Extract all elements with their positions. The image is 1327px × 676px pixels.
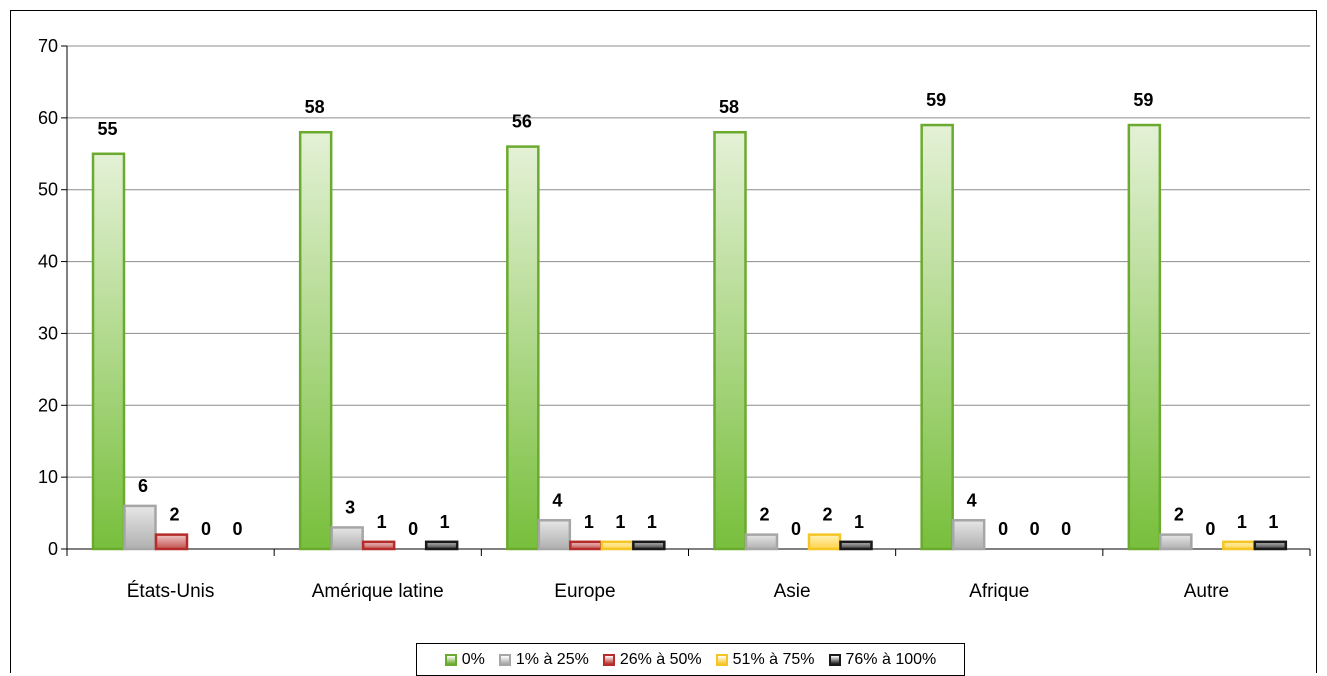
data-label: 2 [759,505,769,525]
bar [1159,533,1193,551]
data-label: 0 [998,519,1008,539]
y-tick-label: 60 [38,108,58,128]
bar [807,533,842,551]
data-label: 0 [1205,519,1215,539]
x-tick-label: États-Unis [127,581,215,602]
legend-label: 1% à 25% [515,650,589,668]
data-label: 0 [408,519,418,539]
data-labels: 55 58 56 58 59 59 6 3 4 2 4 2 2 1 1 0 0 0 0 0 1 2 0 1 0 1 1 1 0 1 [97,90,1278,539]
legend-swatch [498,653,511,666]
data-label: 59 [926,90,946,110]
legend-item: 26% à 50% [602,650,702,669]
bar [506,145,540,551]
bar [632,540,666,551]
data-label: 3 [345,497,355,517]
data-label: 2 [169,505,179,525]
legend: 0% 1% à 25% 26% à 50% 51% à 75% 76% à 100% [416,643,965,676]
bar [1127,123,1162,551]
data-label: 0 [791,519,801,539]
data-label: 58 [305,97,325,117]
bar [920,123,954,551]
data-label: 0 [201,519,211,539]
legend-label: 51% à 75% [732,650,815,668]
data-label: 4 [967,490,977,510]
bar [1222,540,1256,551]
legend-swatch [444,653,457,666]
bar [839,540,873,551]
data-label: 1 [615,512,625,532]
legend-label: 76% à 100% [845,650,937,668]
legend-label: 0% [461,650,485,668]
data-label: 4 [552,490,562,510]
y-tick-label: 10 [38,467,58,487]
data-label: 0 [232,519,242,539]
bar [713,130,747,551]
data-label: 1 [1237,512,1247,532]
x-tick-label: Autre [1184,581,1229,602]
legend-item: 51% à 75% [715,650,815,669]
bars [91,123,1288,551]
y-tick-label: 70 [38,36,58,56]
y-tick-label: 40 [38,252,58,272]
data-label: 6 [138,476,148,496]
y-tick-label: 50 [38,180,58,200]
bar [361,540,396,551]
legend-item: 1% à 25% [498,650,589,669]
data-label: 1 [854,512,864,532]
data-label: 0 [1030,519,1040,539]
data-label: 1 [584,512,594,532]
data-label: 2 [822,505,832,525]
data-label: 2 [1174,505,1184,525]
bar [569,540,603,551]
bar [330,526,364,551]
bar [91,152,126,551]
data-label: 1 [647,512,657,532]
data-label: 1 [440,512,450,532]
data-label: 0 [1061,519,1071,539]
bar [1253,540,1288,551]
y-tick-label: 20 [38,395,58,415]
data-label: 56 [512,112,532,132]
x-tick-label: Europe [554,581,615,602]
data-label: 1 [1268,512,1278,532]
legend-swatch [602,653,615,666]
bar [424,540,459,551]
y-tick-label: 30 [38,323,58,343]
bar [951,519,986,551]
data-label: 55 [97,119,117,139]
bar [744,533,779,551]
data-label: 1 [377,512,387,532]
data-label: 59 [1133,90,1153,110]
bar [298,130,333,551]
x-tick-label: Afrique [969,581,1029,602]
y-tick-label: 0 [48,539,58,559]
legend-swatch [828,653,841,666]
bar [537,519,572,551]
legend-item: 0% [444,650,485,669]
legend-item: 76% à 100% [828,650,937,669]
gridlines [67,45,1310,478]
x-tick-label: Amérique latine [312,581,444,602]
x-tick-label: Asie [774,581,811,602]
chart-frame [10,10,1317,673]
bar [154,533,189,551]
data-label: 58 [719,97,739,117]
legend-label: 26% à 50% [619,650,702,668]
bar [123,504,157,551]
legend-swatch [715,653,728,666]
bar [600,540,635,551]
